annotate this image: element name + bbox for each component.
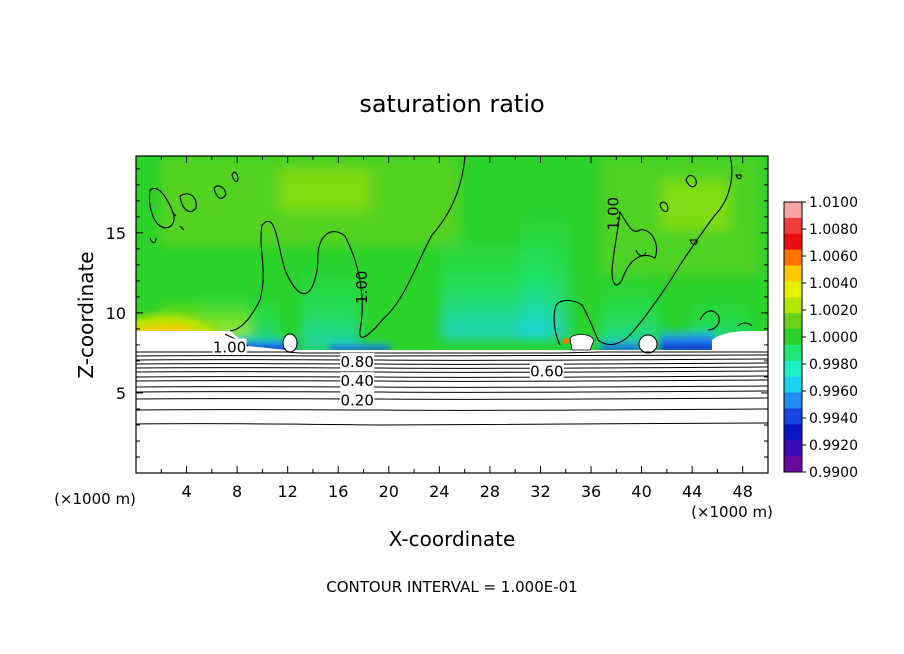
white-bump-34	[569, 334, 595, 351]
colorbar-swatch	[784, 424, 802, 441]
colorbar-swatch	[784, 440, 802, 457]
contour-label-mask	[340, 352, 375, 369]
colorbar: 1.0100 1.0080 1.0060 1.0040 1.0020 1.0000 0.99…	[783, 195, 858, 481]
z-unit-label: (×1000 m)	[54, 490, 136, 508]
colorbar-swatch	[784, 202, 802, 219]
lower-region	[136, 331, 768, 473]
contour-label-group: 0.20	[340, 391, 375, 409]
colorbar-label: 0.9960	[809, 384, 858, 400]
contour-label: 0.60	[530, 363, 563, 381]
colorbar-swatch	[784, 233, 802, 251]
colorbar-label: 0.9920	[809, 438, 858, 454]
contour-label-group: 0.60	[529, 362, 564, 381]
contour-label-group: 0.40	[340, 372, 375, 390]
y-tick-label: 5	[116, 384, 126, 403]
colorbar-label: 1.0060	[809, 249, 858, 265]
colorbar-swatch	[784, 408, 802, 425]
colorbar-label: 1.0000	[809, 330, 858, 346]
colorbar-swatch	[784, 456, 802, 473]
colorbar-swatch	[784, 376, 802, 394]
contour-strata	[136, 351, 768, 426]
plot-frame	[135, 155, 769, 474]
plot-area: 1.00 1.00 1.00 0.80 0.60 0.400.20	[136, 156, 768, 473]
contour-labels: 1.00 1.00 1.00 0.80 0.60 0.400.20	[212, 197, 623, 409]
contour-label-group: 1.00	[353, 271, 371, 304]
colorbar-swatch	[784, 392, 802, 409]
x-tick-label: 48	[733, 482, 753, 501]
colorbar-label: 1.0080	[809, 222, 858, 238]
contour-1-00	[148, 156, 753, 347]
colorbar-swatch	[784, 329, 802, 346]
contour-label: 0.40	[340, 372, 373, 390]
x-unit-label: (×1000 m)	[691, 503, 773, 521]
y-tick-label: 15	[106, 224, 126, 243]
x-tick-label: 24	[429, 482, 449, 501]
contour-label-group: 1.00	[605, 197, 623, 230]
x-tick-label: 8	[232, 482, 242, 501]
colorbar-swatch	[784, 249, 802, 267]
contour-label: 1.00	[605, 197, 623, 230]
x-tick-label: 16	[328, 482, 348, 501]
colorbar-label: 1.0040	[809, 276, 858, 292]
chart-title: saturation ratio	[359, 90, 544, 118]
contour-label: 1.00	[213, 339, 246, 357]
contour-label-mask	[340, 391, 375, 408]
x-axis-ticks: 4 8 12 16 20 24 28 32 36 40 44 48	[160, 156, 753, 501]
contour-label-mask	[529, 362, 564, 379]
colorbar-swatch	[784, 217, 802, 235]
x-tick-label: 28	[480, 482, 500, 501]
x-tick-label: 36	[581, 482, 601, 501]
colorbar-swatch	[784, 265, 802, 282]
colorbar-swatch	[784, 297, 802, 314]
colorbar-swatch	[784, 313, 802, 330]
colorbar-swatch	[784, 344, 802, 362]
contour-label-group: 1.00	[212, 338, 247, 357]
colorbar-label: 0.9940	[809, 411, 858, 427]
colorbar-swatch	[784, 360, 802, 378]
orange-spot	[563, 338, 569, 344]
contour-label-group: 0.80	[340, 352, 375, 371]
contour-label-mask	[212, 338, 247, 355]
contour-label-mask	[340, 372, 375, 389]
x-tick-label: 40	[631, 482, 651, 501]
colorbar-label: 1.0020	[809, 303, 858, 319]
x-axis-label: X-coordinate	[389, 527, 516, 551]
colorbar-label: 0.9980	[809, 357, 858, 373]
white-bump-12	[282, 333, 298, 353]
colorbar-label: 1.0100	[809, 195, 858, 211]
colorbar-swatch	[784, 281, 802, 298]
x-tick-label: 4	[181, 482, 191, 501]
x-tick-label: 12	[278, 482, 298, 501]
white-bump-40	[638, 334, 658, 354]
y-axis-label: Z-coordinate	[74, 251, 98, 378]
x-tick-label: 32	[530, 482, 550, 501]
lower-region-right	[712, 330, 768, 352]
colorbar-label: 0.9900	[809, 465, 858, 481]
y-tick-label: 10	[106, 304, 126, 323]
contour-label: 0.20	[340, 391, 373, 409]
contour-label: 0.80	[340, 353, 373, 371]
x-tick-label: 20	[379, 482, 399, 501]
contour-interval-note: CONTOUR INTERVAL = 1.000E-01	[326, 578, 577, 596]
y-axis-ticks: 5 10 15	[106, 168, 768, 458]
x-tick-label: 44	[682, 482, 702, 501]
contour-label: 1.00	[353, 271, 371, 304]
